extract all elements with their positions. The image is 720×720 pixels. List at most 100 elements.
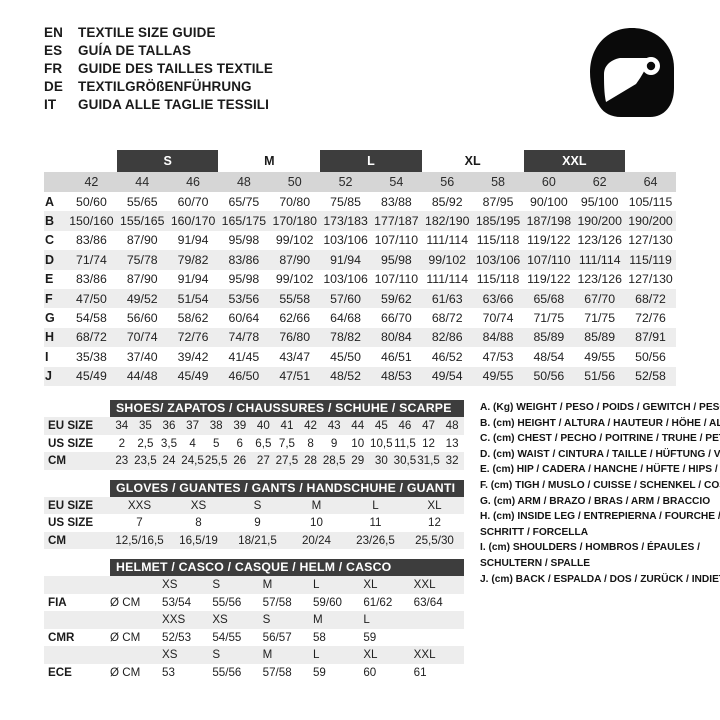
measurement-cell: 45/49 <box>76 369 107 384</box>
measurement-cell: 111/114 <box>426 272 469 287</box>
measurement-cell: 54/58 <box>76 311 107 326</box>
shoes-section-title: SHOES/ ZAPATOS / CHAUSSURES / SCHUHE / S… <box>110 400 464 417</box>
gloves-value: XL <box>427 498 442 512</box>
shoes-value: 23,5 <box>134 454 157 467</box>
shoes-value: 45 <box>374 419 388 432</box>
eu-number-row: 42 44 46 48 50 52 54 56 58 60 62 64 <box>44 172 676 192</box>
measurement-cell: 87/90 <box>126 233 158 248</box>
gloves-row: CM 12,5/16,5 16,5/19 18/21,5 20/24 23/26,5 25,… <box>44 531 464 550</box>
measurement-cell: 103/106 <box>323 272 368 287</box>
shoes-value: 36 <box>162 419 176 432</box>
helmet-size-label: S <box>212 578 221 591</box>
table-row: F 47/50 49/52 51/54 53/56 55/58 57/60 59/62 61/6… <box>44 288 676 309</box>
measurement-cell: 64/68 <box>330 311 361 326</box>
shoes-value: 34 <box>115 419 129 432</box>
measurement-cell: 70/74 <box>482 311 514 326</box>
title-text: GUIDA ALLE TAGLIE TESSILI <box>78 97 269 112</box>
shoes-value: 25,5 <box>204 454 228 467</box>
measurement-cell: 99/102 <box>428 252 467 267</box>
helmet-size-labels: XS S M L XL XXL <box>162 646 464 664</box>
shoes-value: 13 <box>445 436 459 450</box>
measurement-cell: 79/82 <box>177 252 209 267</box>
helmet-values: 53/54 55/56 57/58 59/60 61/62 63/64 <box>162 594 464 612</box>
shoes-value: 31,5 <box>417 454 440 467</box>
shoes-value: 28,5 <box>322 454 346 467</box>
legend-line: SCHRITT / FORCELLA <box>480 526 589 538</box>
gloves-row-values: 7 8 9 10 11 12 <box>110 514 464 532</box>
measurement-cell: 111/114 <box>578 252 621 267</box>
helmet-value: 63/64 <box>413 595 443 609</box>
title-row-es: ES GUÍA DE TALLAS <box>44 42 273 60</box>
title-text: GUÍA DE TALLAS <box>78 43 192 58</box>
helmet-values: 53 55/56 57/58 59 60 61 <box>162 664 464 682</box>
helmet-value <box>414 629 464 647</box>
measurement-cell: 177/187 <box>374 214 419 229</box>
title-row-fr: FR GUIDE DES TAILLES TEXTILE <box>44 60 273 78</box>
measurement-cell: 45/49 <box>177 369 209 384</box>
eu-size-number: 48 <box>236 175 251 189</box>
measurement-cell: 72/76 <box>635 311 666 326</box>
measurement-cell: 51/54 <box>177 291 209 306</box>
shoes-row-label: EU SIZE <box>48 419 94 433</box>
eu-size-number: 46 <box>186 175 201 189</box>
shoes-value: 48 <box>445 419 459 432</box>
measurement-cell: 87/90 <box>126 272 158 287</box>
eu-size-number: 58 <box>491 175 505 189</box>
measurement-cell: 48/53 <box>380 369 412 384</box>
title-text: TEXTILGRÖßENFÜHRUNG <box>78 79 252 94</box>
gloves-value: 9 <box>254 516 261 529</box>
gloves-row-values: 12,5/16,5 16,5/19 18/21,5 20/24 23/26,5 25,5/… <box>110 532 464 550</box>
measurement-cell: 103/106 <box>475 252 521 267</box>
measurement-cell: 49/55 <box>584 349 616 364</box>
gloves-row-label: CM <box>48 533 67 547</box>
helmet-size-label: S <box>262 613 271 626</box>
gloves-value: 16,5/19 <box>179 533 218 547</box>
legend-line: F. (cm) TIGH / MUSLO / CUISSE / SCHENKEL… <box>480 479 720 491</box>
measurement-cell: 55/65 <box>126 194 158 209</box>
section-gap <box>44 549 464 559</box>
helmet-value: 53 <box>162 665 175 679</box>
measurement-cell: 60/70 <box>177 194 209 209</box>
measurement-cell: 35/38 <box>76 349 107 364</box>
measurement-cell: 52/58 <box>635 369 666 384</box>
shoes-value: 12 <box>422 436 435 450</box>
helmet-value: 61 <box>413 665 427 679</box>
eu-row-spacer <box>44 172 66 192</box>
measurement-cell: 49/55 <box>482 369 514 384</box>
helmet-size-label: XL <box>363 648 378 661</box>
helmet-size-label: M <box>312 613 323 626</box>
measurement-row-label: C <box>45 233 55 248</box>
eu-size-number: 52 <box>338 175 353 189</box>
measurement-cell: 71/75 <box>584 311 616 326</box>
helmet-standard-label: FIA <box>48 595 67 609</box>
measurement-cell: 190/200 <box>577 214 622 229</box>
table-row: D 71/74 75/78 79/82 83/86 87/90 91/94 95/98 99/1… <box>44 250 676 270</box>
measurement-row-label: J <box>45 369 52 384</box>
measurement-row-label: A <box>45 194 55 209</box>
legend-line: H. (cm) INSIDE LEG / ENTREPIERNA / FOURC… <box>480 511 720 523</box>
helmet-size-row: XS S M L XL XXL <box>44 576 464 594</box>
title-row-de: DE TEXTILGRÖßENFÜHRUNG <box>44 78 273 96</box>
helmet-value: 52/53 <box>162 630 192 644</box>
helmet-value: 53/54 <box>162 595 192 609</box>
helmet-size-label: L <box>312 648 320 661</box>
measurement-cell: 50/56 <box>533 369 565 384</box>
measurement-cell: 65/68 <box>533 291 565 306</box>
size-chip-xxl: XXL <box>523 150 626 172</box>
shoes-value: 6,5 <box>255 436 272 450</box>
title-language-code: DE <box>44 79 63 94</box>
gloves-value: 12,5/16,5 <box>115 533 164 547</box>
helmet-value: 56/57 <box>262 630 292 644</box>
measurement-cell: 155/165 <box>120 214 165 229</box>
gloves-value: S <box>253 498 262 512</box>
measurement-cell: 115/118 <box>476 272 520 287</box>
legend-line: G. (cm) ARM / BRAZO / BRAS / ARM / BRACC… <box>480 495 711 507</box>
measurement-cell: 107/110 <box>374 233 419 248</box>
measurement-cell: 47/51 <box>279 369 311 384</box>
measurement-cell: 83/88 <box>380 194 412 209</box>
shoes-value: 8 <box>307 436 314 450</box>
helmet-unit-label: Ø CM <box>110 630 141 644</box>
legend-line: J. (cm) BACK / ESPALDA / DOS / ZURÜCK / … <box>480 573 720 585</box>
measurement-cell: 75/78 <box>126 252 158 267</box>
gloves-value: XXS <box>127 498 152 512</box>
